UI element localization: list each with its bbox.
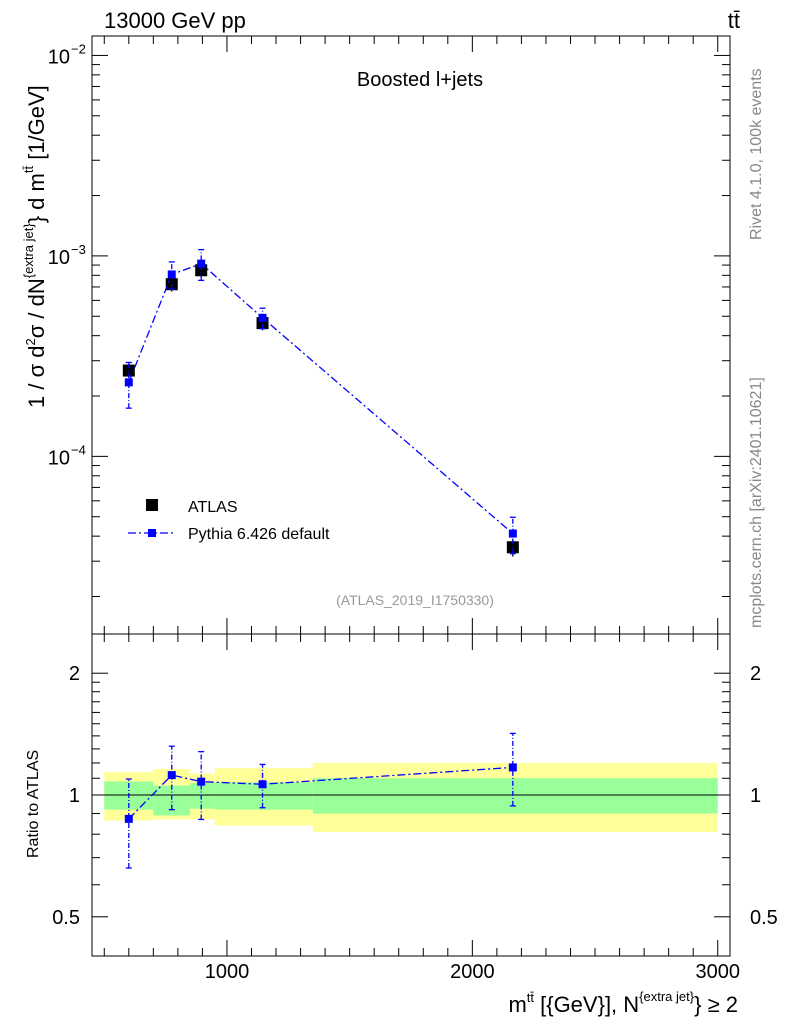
legend-marker-mc — [148, 529, 156, 537]
main-axis-ticks — [92, 36, 730, 634]
x-axis-title: mtt̄ [{GeV}], N{extra jet}} ≥ 2 — [508, 989, 738, 1017]
plot-title: Boosted l+jets — [357, 69, 483, 91]
ratio-data-point — [508, 763, 517, 772]
main-series-layer — [122, 248, 519, 557]
ratio-axis-ticks — [92, 634, 730, 957]
x-tick-label: 3000 — [695, 961, 740, 983]
main-y-tick-label: 10 — [48, 247, 70, 269]
ratio-band-inner — [190, 783, 215, 809]
rivet-version-label: Rivet 4.1.0, 100k events — [748, 68, 765, 240]
ratio-plot-frame — [91, 633, 731, 957]
header-energy-label: 13000 GeV pp — [104, 8, 246, 33]
ratio-y-tick-label-left: 0.5 — [52, 907, 80, 929]
main-plot-frame — [91, 35, 731, 635]
main-tick-labels: 10−410−310−2 — [48, 41, 86, 469]
ratio-tick-labels: 0.5 0.5 1 1 2 2 1000 2000 3000 — [52, 663, 778, 983]
main-y-tick-label: 10 — [48, 46, 70, 68]
main-y-tick-exponent: −4 — [71, 442, 86, 457]
ratio-uncertainty-band — [92, 762, 730, 833]
ratio-y-tick-label-left: 1 — [69, 785, 80, 807]
header-process-label: tt̄ — [728, 8, 740, 33]
pythia-series-line — [128, 262, 514, 535]
ratio-series-layer — [124, 732, 517, 869]
ratio-y-tick-label-right: 1 — [750, 785, 761, 807]
legend-label-mc: Pythia 6.426 default — [188, 526, 330, 543]
ratio-y-tick-label-right: 0.5 — [750, 907, 778, 929]
ratio-panel: 0.5 0.5 1 1 2 2 1000 2000 3000 Ratio to ATLAS mt… — [25, 633, 778, 1017]
ratio-data-point — [124, 814, 133, 823]
analysis-id-label: (ATLAS_2019_I1750330) — [336, 592, 494, 608]
pythia-data-point — [167, 270, 176, 279]
pythia-data-point — [508, 529, 517, 538]
ratio-y-axis-title: Ratio to ATLAS — [25, 750, 42, 858]
ratio-data-point — [258, 780, 267, 789]
main-y-tick-exponent: −2 — [71, 41, 86, 56]
mcplots-label: mcplots.cern.ch [arXiv:2401.10621] — [748, 377, 765, 628]
ratio-y-tick-label-left: 2 — [69, 663, 80, 685]
ratio-band-inner — [312, 778, 718, 814]
legend: ATLAS Pythia 6.426 default — [128, 499, 330, 543]
ratio-data-point — [167, 771, 176, 780]
atlas-data-point — [506, 541, 519, 554]
pythia-data-point — [197, 259, 206, 268]
main-y-axis-title: 1 / σ d2σ / dN{extra jet}} d mtt̄ [1/GeV… — [21, 85, 49, 408]
ratio-band-inner — [153, 785, 191, 816]
ratio-data-point — [197, 777, 206, 786]
main-y-tick-exponent: −3 — [71, 242, 86, 257]
main-y-tick-label: 10 — [48, 447, 70, 469]
x-tick-label: 1000 — [205, 961, 250, 983]
legend-marker-atlas — [146, 499, 158, 511]
ratio-y-tick-label-right: 2 — [750, 663, 761, 685]
x-tick-label: 2000 — [450, 961, 495, 983]
pythia-data-point — [124, 378, 133, 387]
legend-label-atlas: ATLAS — [188, 499, 238, 516]
pythia-data-point — [258, 313, 267, 322]
main-panel: 10−410−310−2 Boosted l+jets (ATLAS_2019_… — [21, 35, 731, 635]
